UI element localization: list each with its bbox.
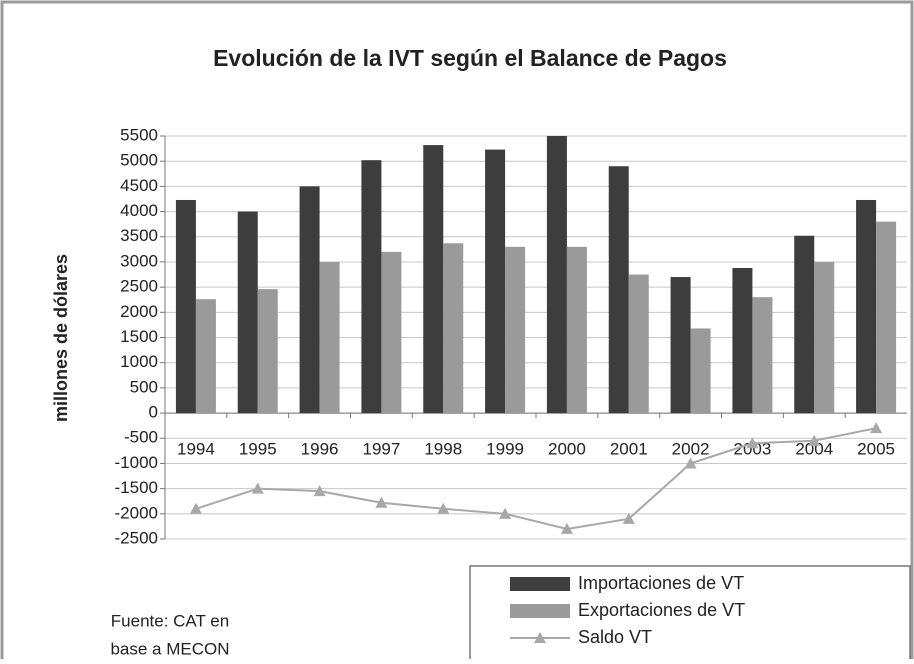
line <box>195 427 877 530</box>
x-tick-label: 2004 <box>795 440 833 459</box>
x-tick-label: 1997 <box>363 440 401 459</box>
legend-swatch <box>510 604 570 618</box>
marker <box>499 507 512 519</box>
x-tick-label: 2005 <box>857 440 895 459</box>
bar <box>856 199 877 414</box>
bar <box>319 261 340 414</box>
bar <box>690 328 711 414</box>
bar <box>628 274 649 414</box>
y-tick-label: 5000 <box>120 151 158 170</box>
x-tick-label: 1995 <box>239 440 277 459</box>
bar <box>670 277 691 414</box>
marker <box>189 502 202 514</box>
bar <box>505 246 526 414</box>
y-axis-label: millones de dólares <box>51 254 71 422</box>
x-tick-label: 1994 <box>177 440 215 459</box>
marker <box>684 457 697 469</box>
x-tick-label: 2001 <box>610 440 648 459</box>
marker <box>870 422 883 434</box>
y-tick-label: -2500 <box>115 528 158 547</box>
legend-label: Exportaciones de VT <box>578 600 745 620</box>
bar <box>814 261 835 414</box>
x-tick-label: 1999 <box>486 440 524 459</box>
bar <box>423 145 444 414</box>
legend-label: Saldo VT <box>578 627 652 647</box>
x-tick-label: 2003 <box>734 440 772 459</box>
y-tick-label: 1500 <box>120 327 158 346</box>
marker <box>560 522 573 534</box>
marker <box>746 437 759 449</box>
y-tick-label: 2000 <box>120 302 158 321</box>
bar <box>752 297 773 414</box>
source-note: base a MECON <box>110 639 229 658</box>
x-tick-label: 1998 <box>424 440 462 459</box>
y-tick-label: 3000 <box>120 251 158 270</box>
x-tick-label: 1996 <box>301 440 339 459</box>
y-tick-label: 4500 <box>120 176 158 195</box>
bar <box>794 235 815 414</box>
bar <box>485 149 506 414</box>
y-tick-label: -1000 <box>115 453 158 472</box>
marker <box>375 496 388 508</box>
bar <box>299 186 320 414</box>
bar <box>175 199 196 414</box>
legend-label: Importaciones de VT <box>578 573 744 593</box>
y-tick-label: 500 <box>130 377 158 396</box>
marker <box>313 485 326 497</box>
bar <box>237 211 258 414</box>
y-tick-label: -2000 <box>115 503 158 522</box>
marker <box>808 434 821 446</box>
bar <box>195 299 216 414</box>
bar <box>546 136 567 414</box>
chart-title: Evolución de la IVT según el Balance de … <box>213 45 727 71</box>
bar <box>257 289 278 414</box>
x-tick-label: 2002 <box>672 440 710 459</box>
y-tick-label: 1000 <box>120 352 158 371</box>
marker <box>437 502 450 514</box>
source-note: Fuente: CAT en <box>111 611 229 630</box>
bar <box>608 166 629 414</box>
y-tick-label: -1500 <box>115 478 158 497</box>
bar <box>443 243 464 414</box>
bar <box>381 251 402 414</box>
bar <box>361 160 382 414</box>
x-tick-label: 2000 <box>548 440 586 459</box>
y-tick-label: 4000 <box>120 201 158 220</box>
y-tick-label: 2500 <box>120 277 158 296</box>
y-tick-label: -500 <box>124 428 158 447</box>
bar <box>732 267 753 414</box>
y-tick-label: 5500 <box>120 125 158 144</box>
y-tick-label: 3500 <box>120 226 158 245</box>
bar <box>566 246 587 414</box>
marker <box>622 512 635 524</box>
bar <box>876 221 897 414</box>
y-tick-label: 0 <box>149 403 158 422</box>
legend-swatch <box>510 577 570 591</box>
legend-marker <box>534 632 546 643</box>
marker <box>251 482 264 494</box>
